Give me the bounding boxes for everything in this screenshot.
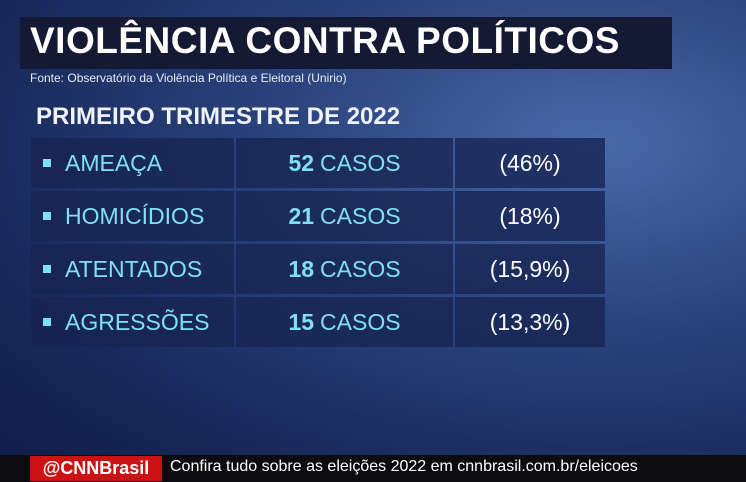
category-cell: ATENTADOS	[31, 244, 234, 294]
bullet	[43, 265, 51, 273]
category-cell: AMEAÇA	[31, 138, 234, 188]
percent: (15,9%)	[489, 255, 571, 282]
table-row: HOMICÍDIOS 21 CASOS (18%)	[31, 191, 605, 241]
count: 15	[288, 308, 315, 335]
percent-cell: (18%)	[455, 191, 605, 241]
bullet	[43, 318, 51, 326]
category: ATENTADOS	[65, 255, 203, 282]
title: VIOLÊNCIA CONTRA POLÍTICOS	[30, 20, 620, 61]
unit: CASOS	[320, 308, 401, 335]
title-bar	[20, 17, 672, 69]
table-row: AMEAÇA 52 CASOS (46%)	[31, 138, 605, 188]
percent-cell: (46%)	[455, 138, 605, 188]
bullet	[43, 159, 51, 167]
subtitle: PRIMEIRO TRIMESTRE DE 2022	[36, 103, 401, 130]
source: Fonte: Observatório da Violência Polític…	[30, 71, 347, 85]
count: 52	[288, 149, 315, 176]
category: AMEAÇA	[65, 149, 163, 176]
table-row: ATENTADOS 18 CASOS (15,9%)	[31, 244, 605, 294]
category: AGRESSÕES	[65, 308, 210, 335]
unit: CASOS	[320, 255, 401, 282]
bullet	[43, 212, 51, 220]
percent-cell: (15,9%)	[455, 244, 605, 294]
percent-cell: (13,3%)	[455, 297, 605, 347]
count-cell: 15 CASOS	[236, 297, 453, 347]
unit: CASOS	[320, 202, 401, 229]
percent: (13,3%)	[489, 308, 571, 335]
count-cell: 52 CASOS	[236, 138, 453, 188]
count: 18	[288, 255, 315, 282]
count: 21	[288, 202, 315, 229]
ticker: Confira tudo sobre as eleições 2022 em c…	[170, 458, 638, 475]
unit: CASOS	[320, 149, 401, 176]
table: AMEAÇA 52 CASOS (46%) HOMICÍDIOS 21 CASOS (18%)…	[31, 138, 605, 350]
category: HOMICÍDIOS	[65, 202, 205, 229]
table-row: AGRESSÕES 15 CASOS (13,3%)	[31, 297, 605, 347]
logo: @CNNBrasil	[30, 456, 162, 481]
percent: (46%)	[499, 149, 561, 176]
percent: (18%)	[499, 202, 561, 229]
count-cell: 21 CASOS	[236, 191, 453, 241]
category-cell: HOMICÍDIOS	[31, 191, 234, 241]
count-cell: 18 CASOS	[236, 244, 453, 294]
category-cell: AGRESSÕES	[31, 297, 234, 347]
